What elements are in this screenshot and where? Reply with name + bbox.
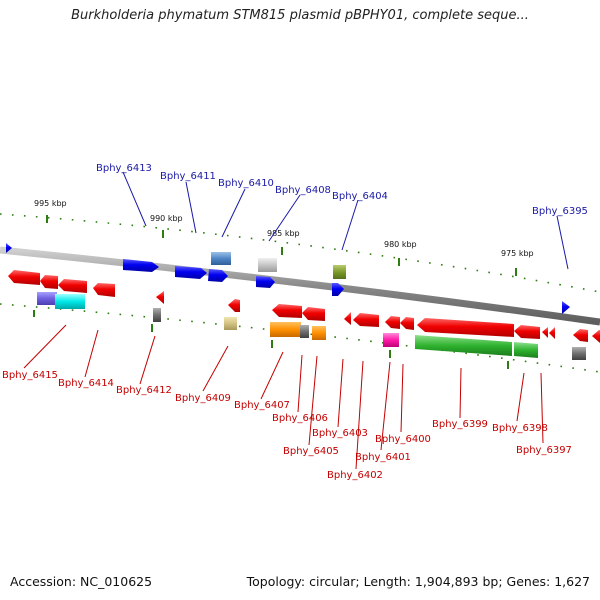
gene-label[interactable]: Bphy_6401 (355, 452, 411, 463)
gene-arrow[interactable] (592, 330, 600, 343)
gene-labels-bottom: Bphy_6415 Bphy_6414 Bphy_6412 Bphy_6409 … (2, 370, 572, 481)
gene-arrow[interactable] (400, 317, 414, 330)
scale-label: 990 kbp (150, 214, 183, 223)
gene-arrow[interactable] (272, 304, 302, 318)
tick-row-outer (0, 213, 600, 293)
gene-label[interactable]: Bphy_6406 (272, 413, 328, 424)
gene-label[interactable]: Bphy_6414 (58, 378, 114, 389)
gene-label[interactable]: Bphy_6397 (516, 445, 572, 456)
gene-arrow[interactable] (8, 270, 40, 285)
gene-box[interactable] (258, 258, 277, 272)
gene-box[interactable] (270, 322, 301, 337)
leader-lines-bottom (23, 324, 544, 470)
page-title: Burkholderia phymatum STM815 plasmid pBP… (71, 8, 529, 23)
scale-labels: 995 kbp 990 kbp 985 kbp 980 kbp 975 kbp (34, 199, 534, 258)
gene-label[interactable]: Bphy_6405 (283, 446, 339, 457)
gene-arrow[interactable] (40, 275, 58, 289)
gene-box[interactable] (333, 265, 346, 279)
gene-label[interactable]: Bphy_6403 (312, 428, 368, 439)
gene-arrow[interactable] (385, 316, 400, 329)
gene-arrow[interactable] (156, 291, 164, 304)
gene-box[interactable] (300, 325, 309, 338)
gene-arrow[interactable] (344, 312, 351, 325)
gene-arrow[interactable] (573, 329, 588, 342)
gene-arrow[interactable] (58, 279, 87, 293)
gene-label[interactable]: Bphy_6415 (2, 370, 58, 381)
gene-box[interactable] (572, 347, 586, 360)
gene-arrow[interactable] (208, 269, 228, 282)
gene-label[interactable]: Bphy_6398 (492, 423, 548, 434)
gene-arrow[interactable] (175, 266, 207, 279)
gene-arrow[interactable] (549, 327, 555, 339)
gene-arrow[interactable] (332, 283, 344, 296)
scale-label: 985 kbp (267, 229, 300, 238)
gene-arrow[interactable] (123, 259, 159, 272)
gene-label[interactable]: Bphy_6404 (332, 191, 388, 202)
reverse-strand-genes (8, 270, 600, 360)
gene-arrow[interactable] (93, 283, 115, 297)
gene-box[interactable] (415, 335, 512, 356)
gene-box[interactable] (514, 342, 538, 358)
gene-box[interactable] (55, 294, 85, 309)
scale-label: 995 kbp (34, 199, 67, 208)
gene-arrow[interactable] (562, 301, 570, 314)
gene-label[interactable]: Bphy_6409 (175, 393, 231, 404)
gene-arrow[interactable] (256, 276, 275, 288)
topology-summary: Topology: circular; Length: 1,904,893 bp… (246, 574, 590, 589)
genome-backbone (0, 246, 600, 326)
gene-label[interactable]: Bphy_6402 (327, 470, 383, 481)
scale-label: 980 kbp (384, 240, 417, 249)
gene-label[interactable]: Bphy_6410 (218, 178, 274, 189)
gene-arrow[interactable] (302, 307, 325, 321)
gene-arrow[interactable] (542, 327, 548, 338)
gene-label[interactable]: Bphy_6408 (275, 185, 331, 196)
gene-arrow[interactable] (6, 243, 12, 253)
scale-label: 975 kbp (501, 249, 534, 258)
leader-lines-top (122, 171, 569, 270)
gene-box[interactable] (224, 317, 237, 330)
gene-label[interactable]: Bphy_6412 (116, 385, 172, 396)
gene-label[interactable]: Bphy_6411 (160, 171, 216, 182)
forward-strand-genes (6, 243, 570, 314)
gene-label[interactable]: Bphy_6407 (234, 400, 290, 411)
gene-arrow[interactable] (228, 299, 240, 312)
gene-arrow[interactable] (417, 318, 514, 337)
gene-box[interactable] (383, 333, 399, 347)
gene-label[interactable]: Bphy_6399 (432, 419, 488, 430)
accession-text: Accession: NC_010625 (10, 574, 153, 589)
gene-arrow[interactable] (353, 313, 379, 327)
gene-label[interactable]: Bphy_6413 (96, 163, 152, 174)
gene-label[interactable]: Bphy_6400 (375, 434, 431, 445)
gene-box[interactable] (312, 326, 326, 340)
gene-box[interactable] (153, 308, 161, 322)
gene-box[interactable] (37, 292, 57, 305)
gene-label[interactable]: Bphy_6395 (532, 206, 588, 217)
gene-arrow[interactable] (514, 325, 540, 339)
gene-box[interactable] (211, 252, 231, 265)
major-ticks (33, 215, 517, 369)
gene-labels-top: Bphy_6413 Bphy_6411 Bphy_6410 Bphy_6408 … (96, 163, 588, 217)
